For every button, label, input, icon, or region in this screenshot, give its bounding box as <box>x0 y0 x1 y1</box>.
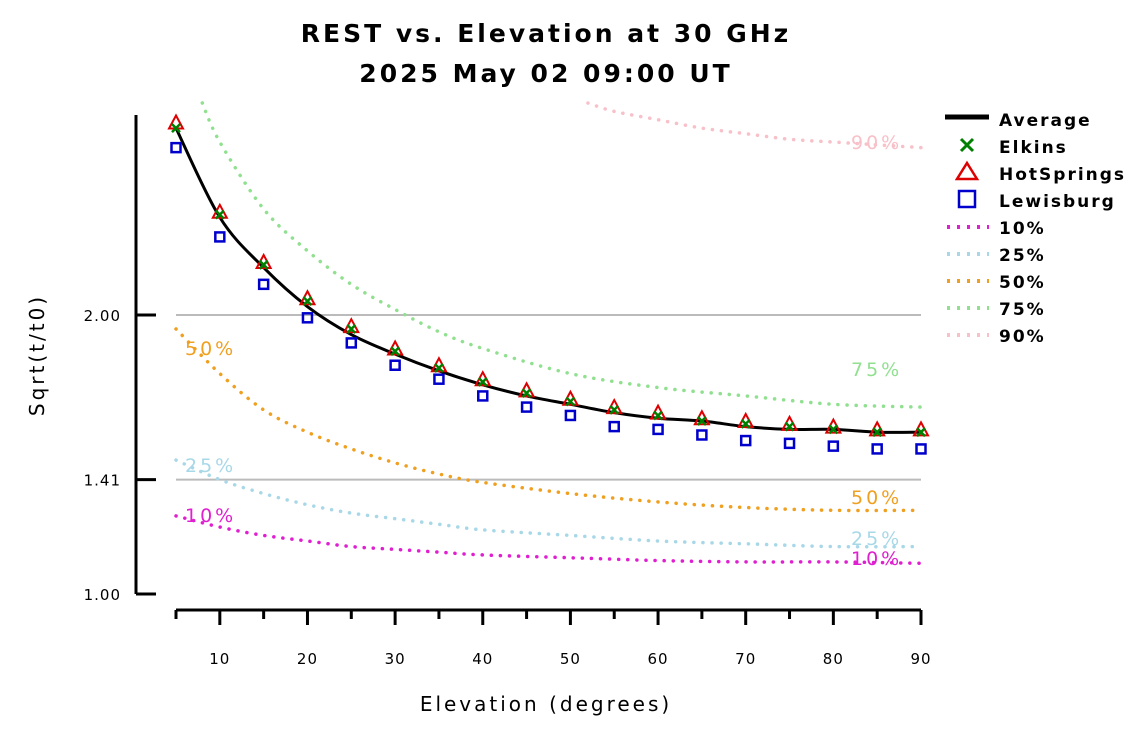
elkins-point <box>171 123 181 133</box>
y-axis-label: Sqrt(t/t0) <box>25 294 49 416</box>
elkins-point <box>828 424 839 435</box>
legend-swatch-elkins <box>959 137 975 153</box>
lewisburg-point <box>257 278 270 291</box>
x-axis-label: Elevation (degrees) <box>420 692 672 716</box>
elkins-point <box>565 396 576 407</box>
elkins-point <box>872 427 883 438</box>
lewisburg-point <box>827 440 840 452</box>
elkins-point <box>302 296 313 306</box>
lewisburg-point <box>301 312 314 324</box>
lewisburg-point <box>170 141 182 154</box>
elkins-point <box>696 416 707 426</box>
legend-label-p25: 25% <box>999 246 1046 266</box>
y-tick-label: 2.00 <box>84 307 121 325</box>
x-tick-label: 50 <box>560 650 581 668</box>
elkins-point <box>390 346 401 357</box>
legend-label-lewisburg: Lewisburg <box>999 192 1116 212</box>
y-tick-label: 1.00 <box>84 586 121 604</box>
lewisburg-point <box>520 401 533 413</box>
percentile-label-50: 50% <box>851 487 902 509</box>
lewisburg-point <box>871 443 883 455</box>
lewisburg-point <box>608 420 620 433</box>
elkins-point <box>740 418 751 429</box>
legend-swatch-hotsprings <box>954 160 980 181</box>
percentile-curve-25 <box>174 458 923 549</box>
legend: Average Elkins HotSprings Lewisburg 10% 25% 50… <box>945 111 1125 347</box>
percentile-label-25: 25% <box>185 455 236 477</box>
percentile-label-75: 75% <box>851 359 902 381</box>
legend-label-p75: 75% <box>999 300 1046 320</box>
chart-title: REST vs. Elevation at 30 GHz <box>301 19 791 48</box>
elkins-point <box>477 377 488 387</box>
lewisburg-point <box>214 231 226 243</box>
elkins-point <box>521 388 532 399</box>
x-tick-label: 80 <box>823 650 844 668</box>
x-tick-label: 60 <box>648 650 669 668</box>
lewisburg-point <box>477 390 489 402</box>
elkins-point <box>916 427 926 438</box>
lewisburg-point <box>783 437 796 450</box>
elkins-point <box>346 324 357 334</box>
chart-subtitle: 2025 May 02 09:00 UT <box>359 59 732 88</box>
elkins-point <box>214 209 225 220</box>
y-tick-label: 1.41 <box>84 472 121 490</box>
x-tick-label: 20 <box>297 650 318 668</box>
percentile-curve-50 <box>174 327 923 513</box>
x-tick-label: 40 <box>472 650 493 668</box>
x-tick-label: 30 <box>385 650 406 668</box>
elkins-point <box>784 421 795 432</box>
percentile-label-10: 10% <box>851 548 902 570</box>
percentile-curve-75 <box>200 101 923 409</box>
legend-label-average: Average <box>999 111 1092 131</box>
percentile-label-50: 50% <box>185 338 236 360</box>
x-tick-label: 10 <box>209 650 230 668</box>
lewisburg-point <box>564 409 577 422</box>
lewisburg-point <box>433 373 445 385</box>
lewisburg-point <box>739 434 752 447</box>
elkins-point <box>653 410 663 421</box>
percentile-label-90: 90% <box>851 132 902 154</box>
legend-swatch-lewisburg <box>957 189 977 209</box>
x-tick-label: 90 <box>910 650 931 668</box>
elkins-point <box>434 363 444 373</box>
legend-label-hotsprings: HotSprings <box>999 165 1125 185</box>
legend-label-p50: 50% <box>999 273 1046 293</box>
lewisburg-point <box>389 359 401 371</box>
lewisburg-point <box>696 429 708 441</box>
lewisburg-point <box>345 337 358 349</box>
percentile-curve-10 <box>174 514 923 566</box>
elkins-point <box>258 259 269 270</box>
legend-label-elkins: Elkins <box>999 138 1068 158</box>
elkins-point <box>609 404 620 415</box>
lewisburg-point <box>652 423 664 436</box>
legend-label-p10: 10% <box>999 219 1046 239</box>
average-line <box>174 127 922 434</box>
percentile-label-10: 10% <box>185 505 236 527</box>
lewisburg-point <box>915 443 927 455</box>
percentile-label-25: 25% <box>851 528 902 550</box>
legend-label-p90: 90% <box>999 327 1046 347</box>
x-tick-label: 70 <box>735 650 756 668</box>
